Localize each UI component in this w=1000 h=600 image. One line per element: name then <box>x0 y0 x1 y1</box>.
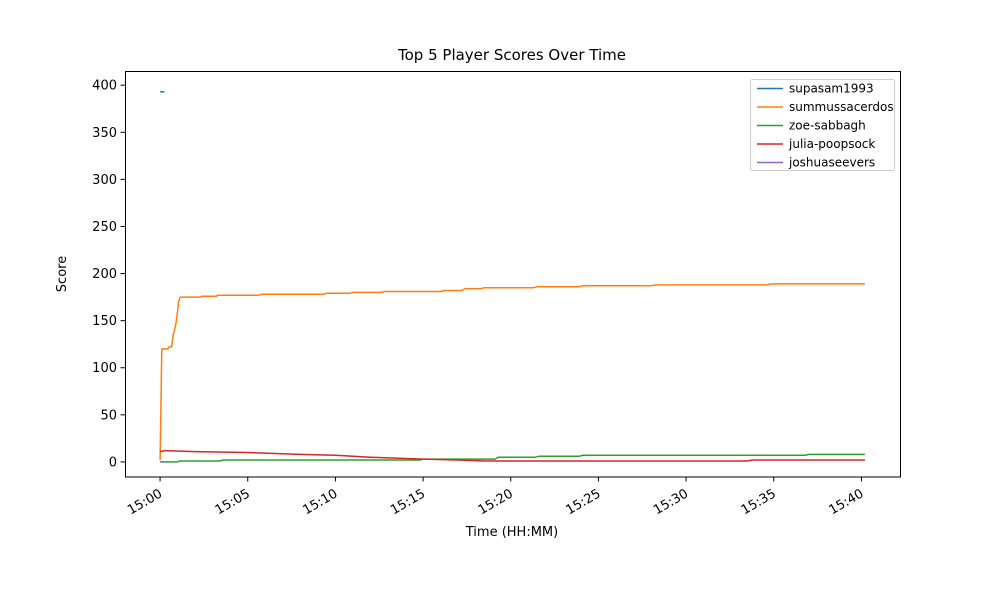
y-tick-label: 200 <box>92 267 117 282</box>
series-line-summussacerdos <box>159 283 865 461</box>
x-tick-label: 15:10 <box>300 486 340 518</box>
x-tick-label: 15:35 <box>739 486 779 518</box>
legend-label: summussacerdos <box>789 100 894 114</box>
x-axis-label: Time (HH:MM) <box>465 525 558 540</box>
x-tick-label: 15:00 <box>125 486 165 518</box>
x-tick-label: 15:30 <box>651 486 691 518</box>
plot-frame <box>125 71 901 478</box>
x-tick-label: 15:05 <box>213 486 253 518</box>
y-tick-label: 150 <box>92 314 117 329</box>
series-layer <box>159 91 865 463</box>
legend-frame <box>750 79 895 171</box>
y-tick-label: 0 <box>109 455 117 470</box>
x-tick-label: 15:25 <box>563 486 603 518</box>
x-tick-label: 15:15 <box>388 486 428 518</box>
y-tick-label: 350 <box>92 126 117 141</box>
series-line-julia-poopsock <box>159 449 865 462</box>
legend-label: julia-poopsock <box>788 137 875 151</box>
legend-label: joshuaseevers <box>788 156 875 170</box>
y-tick-label: 100 <box>92 361 117 376</box>
y-tick-label: 400 <box>92 79 117 94</box>
series-line-zoe-sabbagh <box>160 453 865 463</box>
y-tick-label: 300 <box>92 173 117 188</box>
y-axis-label: Score <box>55 256 70 292</box>
x-tick-label: 15:40 <box>826 486 866 518</box>
y-tick-label: 250 <box>92 220 117 235</box>
y-tick-label: 50 <box>100 408 117 423</box>
x-tick-label: 15:20 <box>476 486 516 518</box>
chart-title: Top 5 Player Scores Over Time <box>397 46 626 64</box>
legend: supasam1993 summussacerdos zoe-sabbagh juli… <box>750 79 895 171</box>
legend-label: zoe-sabbagh <box>789 119 866 133</box>
legend-label: supasam1993 <box>789 82 874 96</box>
